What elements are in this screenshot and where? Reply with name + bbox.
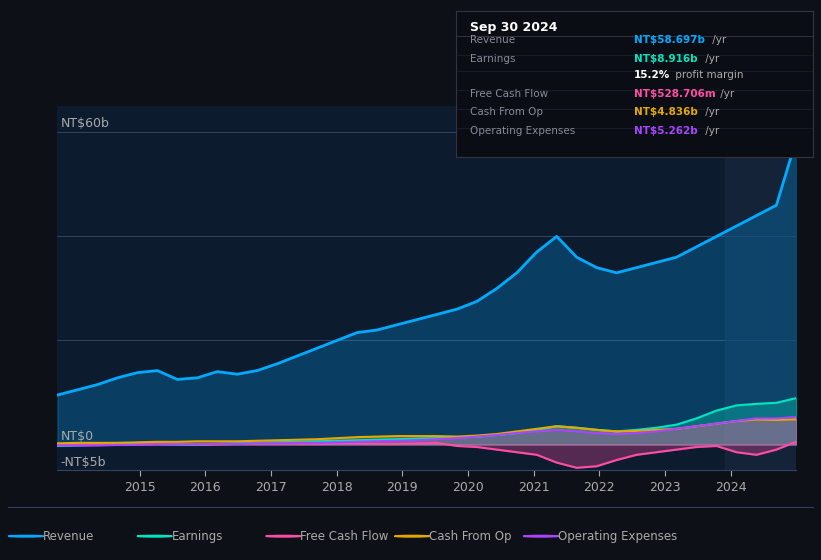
Text: Sep 30 2024: Sep 30 2024 bbox=[470, 21, 557, 34]
Text: NT$528.706m: NT$528.706m bbox=[635, 88, 716, 99]
Text: Revenue: Revenue bbox=[43, 530, 94, 543]
Text: Revenue: Revenue bbox=[470, 35, 515, 45]
Text: Earnings: Earnings bbox=[470, 54, 516, 64]
Circle shape bbox=[394, 535, 430, 537]
Text: NT$5.262b: NT$5.262b bbox=[635, 127, 698, 137]
Text: /yr: /yr bbox=[702, 108, 719, 118]
Text: NT$4.836b: NT$4.836b bbox=[635, 108, 698, 118]
Text: NT$58.697b: NT$58.697b bbox=[635, 35, 705, 45]
Text: Free Cash Flow: Free Cash Flow bbox=[470, 88, 548, 99]
Text: Earnings: Earnings bbox=[172, 530, 223, 543]
Text: NT$0: NT$0 bbox=[61, 430, 94, 443]
Bar bbox=[726, 106, 796, 470]
Text: /yr: /yr bbox=[709, 35, 727, 45]
Text: NT$8.916b: NT$8.916b bbox=[635, 54, 698, 64]
Text: Cash From Op: Cash From Op bbox=[429, 530, 511, 543]
Text: -NT$5b: -NT$5b bbox=[61, 456, 106, 469]
Text: Cash From Op: Cash From Op bbox=[470, 108, 543, 118]
Circle shape bbox=[523, 535, 558, 537]
Text: /yr: /yr bbox=[702, 127, 719, 137]
Text: 15.2%: 15.2% bbox=[635, 69, 671, 80]
Circle shape bbox=[8, 535, 44, 537]
Circle shape bbox=[137, 535, 172, 537]
Text: /yr: /yr bbox=[702, 54, 719, 64]
Text: NT$60b: NT$60b bbox=[61, 117, 110, 130]
Text: /yr: /yr bbox=[717, 88, 734, 99]
Text: Operating Expenses: Operating Expenses bbox=[470, 127, 576, 137]
Text: profit margin: profit margin bbox=[672, 69, 743, 80]
Circle shape bbox=[266, 535, 301, 537]
Text: Operating Expenses: Operating Expenses bbox=[557, 530, 677, 543]
Text: Free Cash Flow: Free Cash Flow bbox=[300, 530, 388, 543]
